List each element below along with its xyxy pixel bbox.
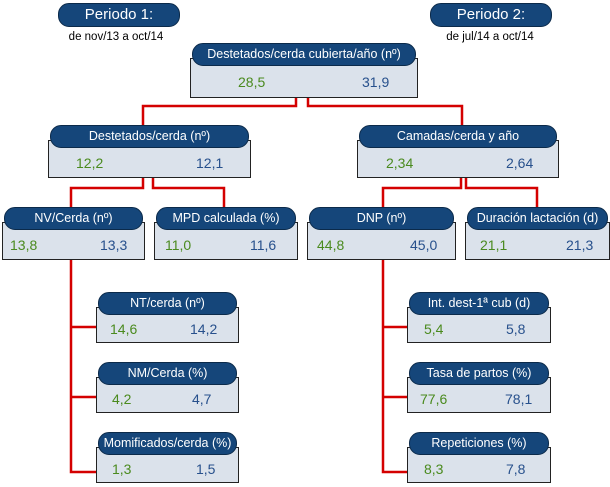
node-title: Camadas/cerda y año [359, 125, 557, 148]
period-1-value: 11,0 [165, 237, 192, 253]
period-2-value: 2,64 [506, 155, 534, 171]
connector-line [464, 178, 539, 207]
period-2-value: 12,1 [196, 155, 224, 171]
connector-line [381, 260, 407, 474]
period-1-range: de nov/13 a oct/14 [68, 31, 164, 43]
connector-line [381, 178, 463, 207]
period-2-value: 14,2 [190, 321, 218, 337]
period-1-value: 1,3 [112, 461, 132, 477]
period-1-value: 77,6 [420, 391, 448, 407]
period-1-value: 28,5 [238, 74, 266, 90]
node-title: NM/Cerda (%) [98, 362, 237, 385]
period-1-value: 2,34 [386, 155, 414, 171]
node-title: Duración lactación (d) [467, 207, 608, 230]
node-title: Destetados/cerda cubierta/año (nº) [192, 43, 416, 66]
period-1-value: 4,2 [112, 391, 132, 407]
period-2-value: 5,8 [506, 321, 526, 337]
connector-line [306, 96, 464, 125]
period-2-value: 31,9 [362, 74, 390, 90]
period-1-value: 5,4 [424, 321, 444, 337]
period-2-value: 4,7 [192, 391, 212, 407]
node-title: Tasa de partos (%) [409, 362, 549, 385]
connector-line [151, 178, 226, 207]
period-2-range: de jul/14 a oct/14 [446, 31, 534, 43]
period-2-value: 11,6 [250, 237, 277, 253]
node-title: Int. dest-1ª cub (d) [409, 292, 549, 315]
period-2-value: 78,1 [505, 391, 533, 407]
node-title: Repeticiones (%) [409, 432, 549, 455]
connector-line [141, 96, 298, 125]
connector-line [69, 260, 96, 474]
node-title: DNP (nº) [309, 207, 454, 230]
period-1-value: 14,6 [110, 321, 138, 337]
node-title: Momificados/cerda (%) [98, 432, 237, 455]
period-2-label: Periodo 2: [430, 3, 552, 27]
period-1-label: Periodo 1: [58, 3, 180, 27]
period-1-value: 12,2 [76, 155, 104, 171]
period-2-value: 13,3 [100, 237, 128, 253]
period-2-value: 1,5 [196, 461, 216, 477]
period-2-value: 45,0 [410, 237, 438, 253]
node-title: MPD calculada (%) [156, 207, 296, 230]
connector-line [69, 178, 145, 207]
period-1-value: 44,8 [317, 237, 345, 253]
node-title: Destetados/cerda (nº) [50, 125, 249, 148]
period-1-value: 8,3 [424, 461, 444, 477]
period-2-value: 7,8 [506, 461, 526, 477]
period-1-value: 13,8 [10, 237, 38, 253]
node-title: NV/Cerda (nº) [4, 207, 143, 230]
period-2-value: 21,3 [566, 237, 594, 253]
node-title: NT/cerda (nº) [98, 292, 237, 315]
period-1-value: 21,1 [480, 237, 508, 253]
